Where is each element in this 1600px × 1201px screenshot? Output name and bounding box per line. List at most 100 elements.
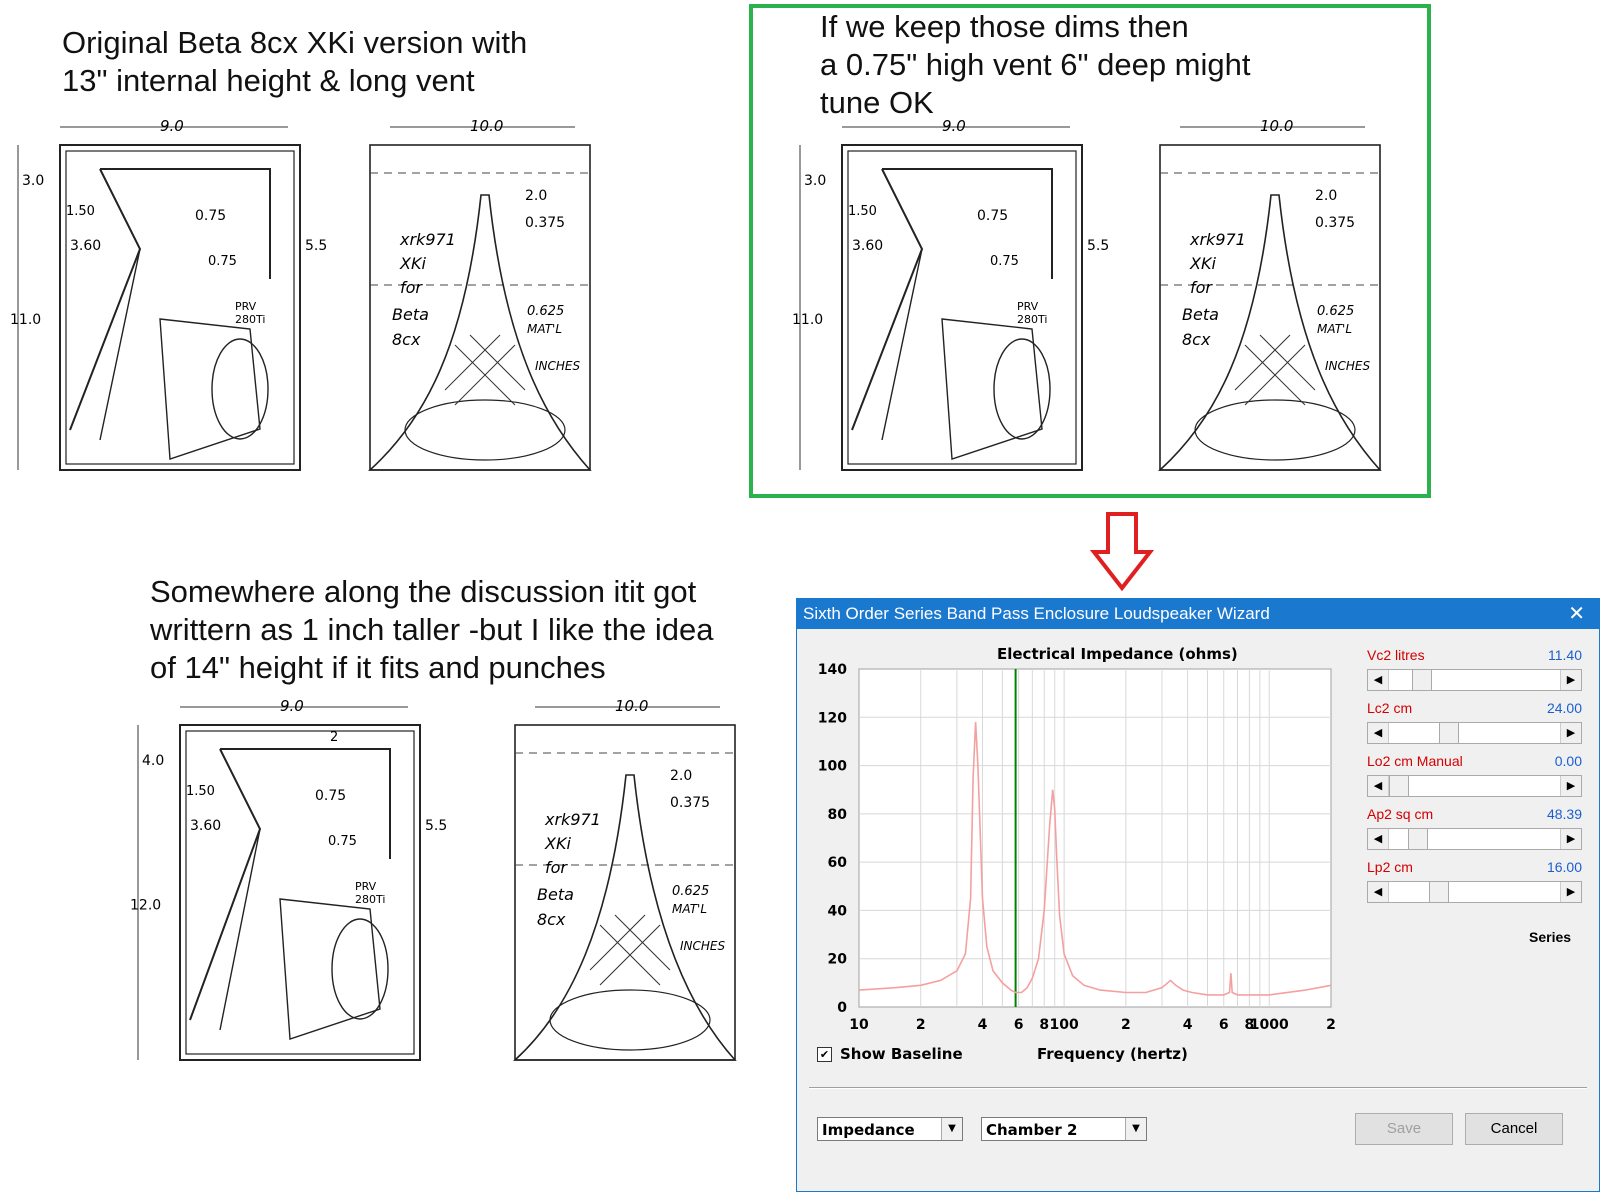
cancel-button[interactable]: Cancel xyxy=(1465,1113,1563,1145)
scroll-left-icon[interactable]: ◀ xyxy=(1368,829,1389,849)
horn-outline xyxy=(1157,194,1382,471)
y-tick-label: 20 xyxy=(828,952,848,968)
grille-hatch xyxy=(589,914,671,986)
scroll-left-icon[interactable]: ◀ xyxy=(1368,882,1389,902)
driver-magnet xyxy=(211,338,269,440)
param-value: 11.40 xyxy=(1548,647,1582,663)
param-4: Lp2 cm 16.00 ◀ ▶ xyxy=(1367,859,1582,909)
title-bar: Sixth Order Series Band Pass Enclosure L… xyxy=(797,599,1599,629)
caption-line: If we keep those dims then xyxy=(820,9,1189,44)
dimension-label: 3.0 xyxy=(22,173,44,189)
driver-note: Beta xyxy=(537,885,574,904)
units-note: INCHES xyxy=(535,359,581,373)
scroll-right-icon[interactable]: ▶ xyxy=(1560,670,1581,690)
view-select[interactable]: Impedance ▼ xyxy=(817,1117,963,1141)
dimension-label: 0.75 xyxy=(195,208,226,224)
param-slider[interactable]: ◀ ▶ xyxy=(1367,722,1582,744)
caption-line: writtern as 1 inch taller -but I like th… xyxy=(150,612,714,647)
save-button[interactable]: Save xyxy=(1355,1113,1453,1145)
dimension-label: 0.75 xyxy=(208,254,237,269)
driver-model-label: 280Ti xyxy=(235,313,265,326)
param-slider[interactable]: ◀ ▶ xyxy=(1367,669,1582,691)
dimension-label: 10.0 xyxy=(1260,117,1293,135)
driver-note: 8cx xyxy=(537,910,566,929)
chamber-select[interactable]: Chamber 2 ▼ xyxy=(981,1117,1147,1141)
caption-line: of 14" height if it fits and punches xyxy=(150,650,606,685)
dimension-label: 9.0 xyxy=(942,117,966,135)
x-tick-label: 6 xyxy=(1219,1017,1229,1033)
y-tick-label: 80 xyxy=(828,807,848,823)
scroll-left-icon[interactable]: ◀ xyxy=(1368,723,1389,743)
x-tick-label: 6 xyxy=(1014,1017,1024,1033)
horn-outline xyxy=(512,774,737,1061)
grille-hatch xyxy=(1234,334,1316,406)
driver-model-label: PRV xyxy=(235,300,257,313)
param-slider[interactable]: ◀ ▶ xyxy=(1367,828,1582,850)
dimension-label: 0.375 xyxy=(525,215,565,231)
dimension-label: 12.0 xyxy=(130,897,161,913)
dimension-label: 1.50 xyxy=(66,204,95,219)
dimension-label: 10.0 xyxy=(470,117,503,135)
enclosure-outline xyxy=(179,724,421,1061)
y-tick-label: 0 xyxy=(837,1000,847,1016)
scroll-left-icon[interactable]: ◀ xyxy=(1368,776,1389,796)
sketch-side-original: 10.0 2.0 0.375 xrk971 XKi for Beta 8cx 0.625 MAT'… xyxy=(360,115,620,485)
slider-thumb[interactable] xyxy=(1389,776,1409,796)
chevron-down-icon[interactable]: ▼ xyxy=(1125,1118,1146,1140)
param-slider[interactable]: ◀ ▶ xyxy=(1367,881,1582,903)
driver-note: 8cx xyxy=(392,330,421,349)
material-note: 0.625 xyxy=(672,884,709,899)
material-note: MAT'L xyxy=(672,902,707,916)
driver-model-label: PRV xyxy=(1017,300,1039,313)
caption-line: tune OK xyxy=(820,85,934,120)
side-sketch-svg: 10.0 2.0 0.375 xrk971 XKi for Beta 8cx 0.625 MAT'… xyxy=(367,117,592,471)
material-note: 0.625 xyxy=(1317,304,1354,319)
slider-thumb[interactable] xyxy=(1438,723,1459,743)
y-tick-label: 120 xyxy=(818,710,847,726)
slider-thumb[interactable] xyxy=(1429,882,1450,902)
scroll-right-icon[interactable]: ▶ xyxy=(1560,829,1581,849)
side-sketch-svg: 10.0 2.0 0.375 xrk971 XKi for Beta 8cx 0.625 MAT'… xyxy=(1157,117,1382,471)
dimension-label: 0.75 xyxy=(328,834,357,849)
scroll-left-icon[interactable]: ◀ xyxy=(1368,670,1389,690)
close-icon[interactable]: ✕ xyxy=(1568,603,1585,625)
scroll-right-icon[interactable]: ▶ xyxy=(1560,882,1581,902)
caption-line: 13" internal height & long vent xyxy=(62,63,475,98)
y-tick-label: 60 xyxy=(828,855,848,871)
driver-note: XKi xyxy=(544,834,571,853)
slider-thumb[interactable] xyxy=(1412,670,1433,690)
slider-thumb[interactable] xyxy=(1407,829,1428,849)
cone-outline xyxy=(404,399,566,461)
driver-model-label: 280Ti xyxy=(355,893,385,906)
dimension-label: 1.50 xyxy=(848,204,877,219)
dimension-label: 0.75 xyxy=(990,254,1019,269)
dimension-label: 11.0 xyxy=(10,312,41,328)
scroll-right-icon[interactable]: ▶ xyxy=(1560,776,1581,796)
param-value: 24.00 xyxy=(1546,700,1582,716)
param-3: Ap2 sq cm 48.39 ◀ ▶ xyxy=(1367,806,1582,856)
highlight-box xyxy=(749,4,1431,498)
checkbox-check-icon[interactable]: ✔ xyxy=(817,1047,832,1062)
material-note: MAT'L xyxy=(1317,322,1352,336)
dimension-label: 2.0 xyxy=(1315,188,1337,204)
param-value: 16.00 xyxy=(1546,859,1582,875)
param-value: 0.00 xyxy=(1554,753,1582,769)
view-select-value: Impedance xyxy=(822,1121,915,1139)
driver-outline xyxy=(99,248,261,460)
separator xyxy=(809,1087,1587,1089)
x-tick-label: 8 xyxy=(1244,1017,1254,1033)
dimension-label: 3.60 xyxy=(852,238,883,254)
down-arrow-icon xyxy=(1090,512,1154,592)
show-baseline-checkbox[interactable]: ✔ Show Baseline xyxy=(817,1045,963,1063)
chevron-down-icon[interactable]: ▼ xyxy=(941,1118,962,1140)
dimension-label: 10.0 xyxy=(615,697,648,715)
driver-note: for xyxy=(545,858,568,877)
scroll-right-icon[interactable]: ▶ xyxy=(1560,723,1581,743)
param-slider[interactable]: ◀ ▶ xyxy=(1367,775,1582,797)
dimension-label: 3.0 xyxy=(804,173,826,189)
driver-note: 8cx xyxy=(1182,330,1211,349)
horn-outline xyxy=(367,194,592,471)
side-sketch-svg: 10.0 2.0 0.375 xrk971 XKi for Beta 8cx 0.625 MAT'… xyxy=(512,697,737,1061)
dimension-label: 0.375 xyxy=(670,795,710,811)
